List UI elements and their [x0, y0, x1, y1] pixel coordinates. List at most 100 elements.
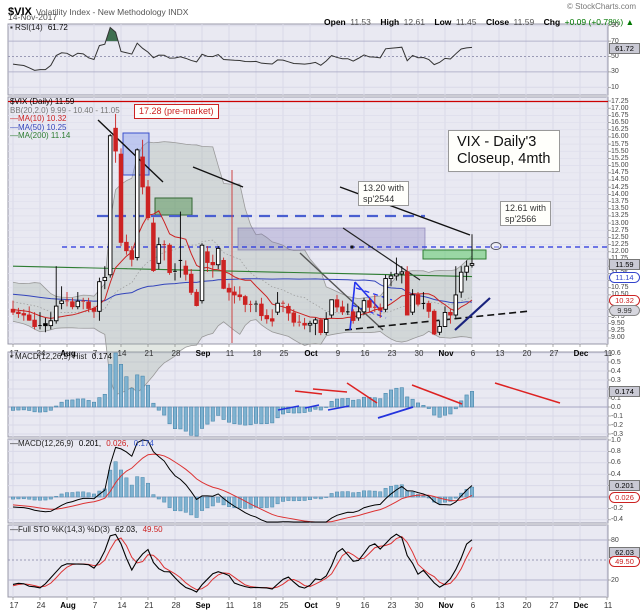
- axis-tick-label: -0.4: [611, 516, 624, 524]
- rsi-value: 61.72: [47, 23, 68, 32]
- axis-tick-label: 15.25: [611, 154, 629, 162]
- chart-title-annotation[interactable]: VIX - Daily'3 Closeup, 4mth: [448, 130, 560, 172]
- date-axis-label: 9: [335, 349, 341, 358]
- macd-legend: —MACD(12,26,9) 0.201, 0.026, 0.174: [10, 439, 154, 448]
- rsi-legend: ▪ RSI(14) 61.72: [10, 23, 68, 32]
- axis-tick-label: 14.75: [611, 169, 629, 177]
- axis-tick-label: -0.2: [611, 421, 624, 429]
- axis-value-box: 49.50: [609, 556, 640, 567]
- date-axis-label: 14: [117, 601, 127, 610]
- axis-tick-label: 70: [611, 37, 619, 45]
- axis-tick-label: 0.5: [611, 358, 621, 366]
- macd-hist-value: 0.174: [91, 352, 112, 361]
- bollinger-band: [12, 141, 473, 396]
- axis-tick-label: 14.50: [611, 176, 629, 184]
- date-axis-label: 25: [279, 349, 289, 358]
- date-axis-label: 18: [252, 349, 262, 358]
- axis-tick-label: 12.25: [611, 241, 629, 249]
- date-axis-label: Dec: [573, 601, 589, 610]
- axis-tick-label: 20: [611, 576, 619, 584]
- close-label: Close: [485, 17, 510, 27]
- date-axis-label: 11: [603, 601, 613, 610]
- sto-label: —Full STO %K(14,3) %D(3): [10, 525, 110, 534]
- level-1320-annotation[interactable]: 13.20 with sp'2544: [358, 181, 410, 206]
- axis-value-box: 11.59: [609, 259, 640, 270]
- rsi-plot: [12, 26, 473, 71]
- axis-value-box: 0.026: [609, 492, 640, 503]
- date-axis-label: 27: [549, 601, 559, 610]
- macd-lines: [11, 439, 474, 523]
- axis-tick-label: 0.4: [611, 367, 621, 375]
- macd-histogram: [11, 352, 561, 437]
- axis-tick-label: 9.50: [611, 320, 625, 328]
- axis-tick-label: 15.75: [611, 140, 629, 148]
- axis-tick-label: 80: [611, 536, 619, 544]
- date-axis-label: 13: [495, 601, 505, 610]
- date-axis-label: Oct: [304, 601, 318, 610]
- axis-tick-label: 9.00: [611, 334, 625, 342]
- date-axis-label: 6: [470, 601, 476, 610]
- date-axis-label: 28: [171, 601, 181, 610]
- axis-tick-label: 0.4: [611, 470, 621, 478]
- axis-tick-label: 17.25: [611, 97, 629, 105]
- low-label: Low: [434, 17, 452, 27]
- close-value: 11.59: [513, 17, 535, 27]
- date-axis-label: Nov: [438, 601, 454, 610]
- level-1261-annotation[interactable]: 12.61 with sp'2566: [500, 201, 552, 226]
- stochastic-legend: —Full STO %K(14,3) %D(3) 62.03, 49.50: [10, 525, 163, 534]
- date-axis-label: 30: [414, 349, 424, 358]
- symbol: $VIX: [8, 6, 32, 18]
- axis-value-box: 11.14: [609, 272, 640, 283]
- date-axis-label: Sep: [195, 349, 211, 358]
- axis-tick-label: 1.0: [611, 436, 621, 444]
- date-axis-label: 17: [9, 349, 19, 358]
- date-axis-label: 30: [414, 601, 424, 610]
- date-axis-label: 24: [36, 601, 46, 610]
- chart-date: 14-Nov-2017: [8, 12, 58, 22]
- candles: [10, 113, 475, 336]
- macd-hist-legend: ▪ MACD(12,26,9) Hist 0.174: [10, 352, 112, 361]
- sto-k-value: 62.03,: [115, 525, 138, 534]
- macd-hist-label: ▪ MACD(12,26,9) Hist: [10, 352, 87, 361]
- legend-ma50: —MA(50) 10.25: [10, 122, 67, 132]
- axis-tick-label: 0.8: [611, 447, 621, 455]
- date-axis-label: 9: [335, 601, 341, 610]
- axis-tick-label: 0.3: [611, 376, 621, 384]
- date-axis-label: 6: [470, 349, 476, 358]
- date-axis-label: 16: [360, 349, 370, 358]
- axis-tick-label: 10.50: [611, 291, 629, 298]
- date-axis-label: 7: [92, 349, 98, 358]
- legend-symbol-line: $VIX (Daily) 11.59: [10, 97, 75, 106]
- premarket-annotation[interactable]: 17.28 (pre-market): [134, 104, 219, 119]
- date-axis-label: 23: [387, 349, 397, 358]
- axis-tick-label: 13.75: [611, 198, 629, 206]
- date-axis-label: Oct: [304, 349, 318, 358]
- macd-line-value: 0.201,: [78, 439, 102, 448]
- symbol-description: Volatility Index - New Methodology INDX: [35, 7, 189, 17]
- axis-tick-label: -0.2: [611, 504, 624, 512]
- axis-tick-label: 16.00: [611, 133, 629, 141]
- date-axis-label: 18: [252, 601, 262, 610]
- date-axis-label: 21: [144, 601, 154, 610]
- legend-bollinger: BB(20,2.0) 9.99 - 10.40 - 11.05: [10, 105, 120, 115]
- axis-tick-label: 16.25: [611, 126, 629, 134]
- axis-tick-label: 50: [611, 53, 619, 60]
- axis-tick-label: 16.50: [611, 119, 629, 127]
- chg-value: +0.09 (+0.78%) ▲: [564, 17, 634, 27]
- axis-tick-label: 13.00: [611, 219, 629, 227]
- date-axis-label: 20: [522, 601, 532, 610]
- date-axis-label: 21: [144, 349, 154, 358]
- axis-tick-label: -0.3: [611, 430, 624, 438]
- macd-signal-value: 0.026,: [106, 439, 129, 448]
- axis-tick-label: 12.00: [611, 248, 629, 256]
- legend-ma10: —MA(10) 10.32: [10, 114, 67, 124]
- axis-tick-label: 10: [611, 83, 619, 91]
- date-axis-label: Aug: [60, 601, 76, 610]
- date-axis-label: Dec: [573, 349, 589, 358]
- date-axis-label: 11: [603, 349, 613, 358]
- date-axis-label: Nov: [438, 349, 454, 358]
- rsi-label: ▪ RSI(14): [10, 23, 43, 32]
- macd-label: —MACD(12,26,9): [10, 439, 74, 448]
- ohlc-readout: Open 11.53 High 12.61 Low 11.45 Close 11…: [319, 12, 634, 30]
